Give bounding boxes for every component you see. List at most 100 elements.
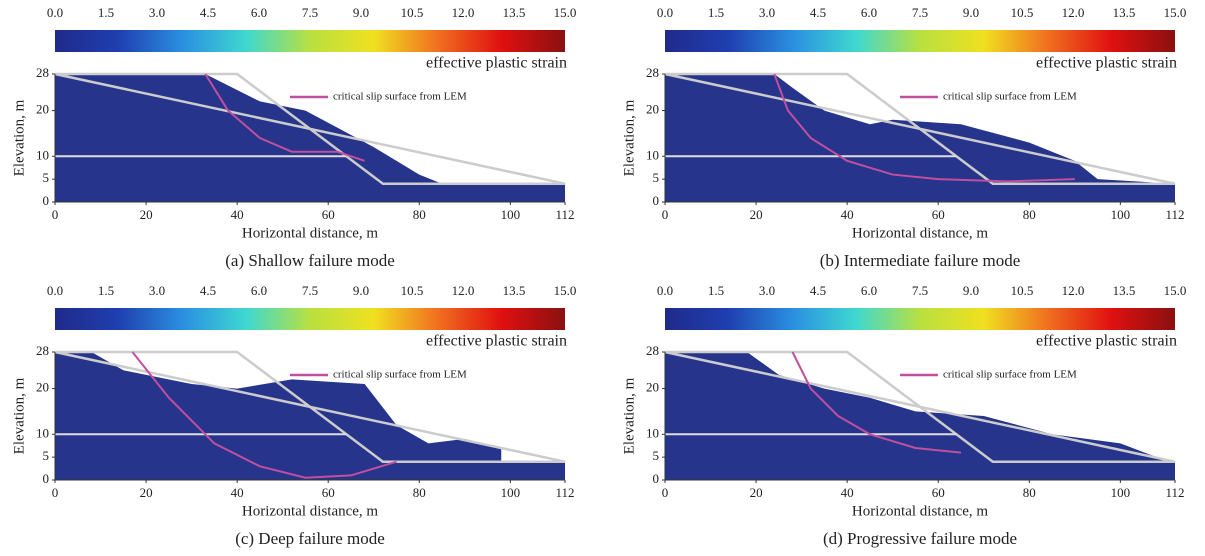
colorbar-tick-label: 0.0 (47, 5, 63, 20)
deformed-mass (55, 352, 565, 480)
initial-slope (54, 72, 566, 185)
y-tick-label: 20 (36, 102, 49, 117)
colorbar-tick-label: 3.0 (759, 283, 775, 298)
colorbar-tick-label: 3.0 (149, 5, 165, 20)
colorbar-tick-label: 1.5 (708, 5, 724, 20)
x-tick-label: 0 (662, 207, 669, 222)
x-tick-label: 112 (1165, 207, 1184, 222)
colorbar-tick-label: 12.0 (1062, 283, 1085, 298)
y-tick-label: 5 (43, 170, 50, 185)
x-tick-label: 20 (750, 207, 763, 222)
x-tick-label: 20 (140, 207, 153, 222)
panel: 0.0 1.5 3.0 4.5 6.0 7.5 9.0 10.5 12.0 13.5 15.0 eff… (11, 283, 576, 548)
colorbar-tick-label: 13.5 (1113, 5, 1136, 20)
y-tick-label: 0 (653, 193, 660, 208)
y-axis-label: Elevation, m (11, 99, 27, 176)
colorbar-label: effective plastic strain (1036, 333, 1177, 350)
x-axis-label: Horizontal distance, m (852, 503, 989, 519)
colorbar-tick-label: 4.5 (810, 283, 826, 298)
x-axis-label: Horizontal distance, m (852, 225, 989, 241)
colorbar-tick-label: 12.0 (1062, 5, 1085, 20)
colorbar-tick-label: 0.0 (657, 283, 673, 298)
caption: (b) Intermediate failure mode (820, 251, 1021, 270)
colorbar-tick-label: 15.0 (554, 5, 577, 20)
colorbar-tick-label: 1.5 (98, 5, 114, 20)
x-tick-label: 100 (1111, 485, 1131, 500)
y-tick-label: 0 (43, 193, 50, 208)
colorbar-tick-label: 6.0 (251, 283, 267, 298)
colorbar-tick-label: 7.5 (302, 5, 318, 20)
legend-label: critical slip surface from LEM (333, 369, 467, 381)
x-tick-label: 60 (932, 207, 945, 222)
colorbar-tick-label: 10.5 (401, 283, 424, 298)
y-tick-label: 28 (36, 343, 49, 358)
x-tick-label: 0 (52, 485, 59, 500)
x-tick-label: 112 (555, 207, 574, 222)
colorbar-label: effective plastic strain (426, 55, 567, 72)
y-axis-label: Elevation, m (621, 377, 637, 454)
x-tick-label: 80 (1023, 207, 1036, 222)
slip-surface (131, 351, 397, 479)
colorbar-tick-label: 13.5 (503, 283, 526, 298)
colorbar-tick-label: 0.0 (47, 283, 63, 298)
colorbar-tick-label: 13.5 (503, 5, 526, 20)
slip-surface (791, 351, 962, 454)
x-tick-label: 112 (1165, 485, 1184, 500)
legend-label: critical slip surface from LEM (943, 91, 1077, 103)
x-tick-label: 112 (555, 485, 574, 500)
colorbar-tick-label: 6.0 (861, 283, 877, 298)
y-tick-label: 20 (646, 102, 659, 117)
legend-label: critical slip surface from LEM (333, 91, 467, 103)
x-tick-label: 100 (501, 207, 521, 222)
colorbar-tick-label: 13.5 (1113, 283, 1136, 298)
y-tick-label: 10 (36, 147, 49, 162)
y-tick-label: 5 (653, 448, 660, 463)
colorbar-tick-label: 7.5 (912, 283, 928, 298)
legend-label: critical slip surface from LEM (943, 369, 1077, 381)
panel: 0.0 1.5 3.0 4.5 6.0 7.5 9.0 10.5 12.0 13.5 15.0 eff… (621, 5, 1186, 270)
panel: 0.0 1.5 3.0 4.5 6.0 7.5 9.0 10.5 12.0 13.5 15.0 eff… (11, 5, 576, 270)
y-tick-label: 5 (43, 448, 50, 463)
colorbar-label: effective plastic strain (1036, 55, 1177, 72)
colorbar-tick-label: 10.5 (1011, 5, 1034, 20)
x-tick-label: 60 (322, 207, 335, 222)
colorbar-tick-label: 15.0 (554, 283, 577, 298)
panel: 0.0 1.5 3.0 4.5 6.0 7.5 9.0 10.5 12.0 13.5 15.0 eff… (621, 283, 1186, 548)
x-tick-label: 100 (1111, 207, 1131, 222)
caption: (d) Progressive failure mode (823, 529, 1017, 548)
y-tick-label: 10 (646, 147, 659, 162)
caption: (a) Shallow failure mode (225, 251, 394, 270)
colorbar-tick-label: 6.0 (861, 5, 877, 20)
colorbar-label: effective plastic strain (426, 333, 567, 350)
deformed-mass (665, 74, 1175, 202)
slip-surface (773, 73, 1075, 183)
colorbar-tick-label: 3.0 (149, 283, 165, 298)
colorbar-tick-label: 15.0 (1164, 283, 1187, 298)
x-tick-label: 0 (52, 207, 59, 222)
y-tick-label: 20 (646, 380, 659, 395)
slip-surface (204, 73, 365, 162)
x-tick-label: 60 (932, 485, 945, 500)
y-axis-label: Elevation, m (11, 377, 27, 454)
caption: (c) Deep failure mode (235, 529, 385, 548)
y-axis-label: Elevation, m (621, 99, 637, 176)
x-tick-label: 40 (231, 485, 244, 500)
colorbar-tick-label: 6.0 (251, 5, 267, 20)
x-tick-label: 40 (841, 485, 854, 500)
colorbar (665, 308, 1175, 330)
y-tick-label: 5 (653, 170, 660, 185)
colorbar-tick-label: 10.5 (1011, 283, 1034, 298)
colorbar-tick-label: 0.0 (657, 5, 673, 20)
y-tick-label: 28 (646, 343, 659, 358)
x-tick-label: 0 (662, 485, 669, 500)
y-tick-label: 0 (43, 471, 50, 486)
colorbar-tick-label: 12.0 (452, 5, 475, 20)
colorbar-tick-label: 9.0 (353, 5, 369, 20)
colorbar-tick-label: 9.0 (963, 5, 979, 20)
x-tick-label: 40 (841, 207, 854, 222)
colorbar (55, 308, 565, 330)
colorbar-tick-label: 3.0 (759, 5, 775, 20)
x-axis-label: Horizontal distance, m (242, 225, 379, 241)
